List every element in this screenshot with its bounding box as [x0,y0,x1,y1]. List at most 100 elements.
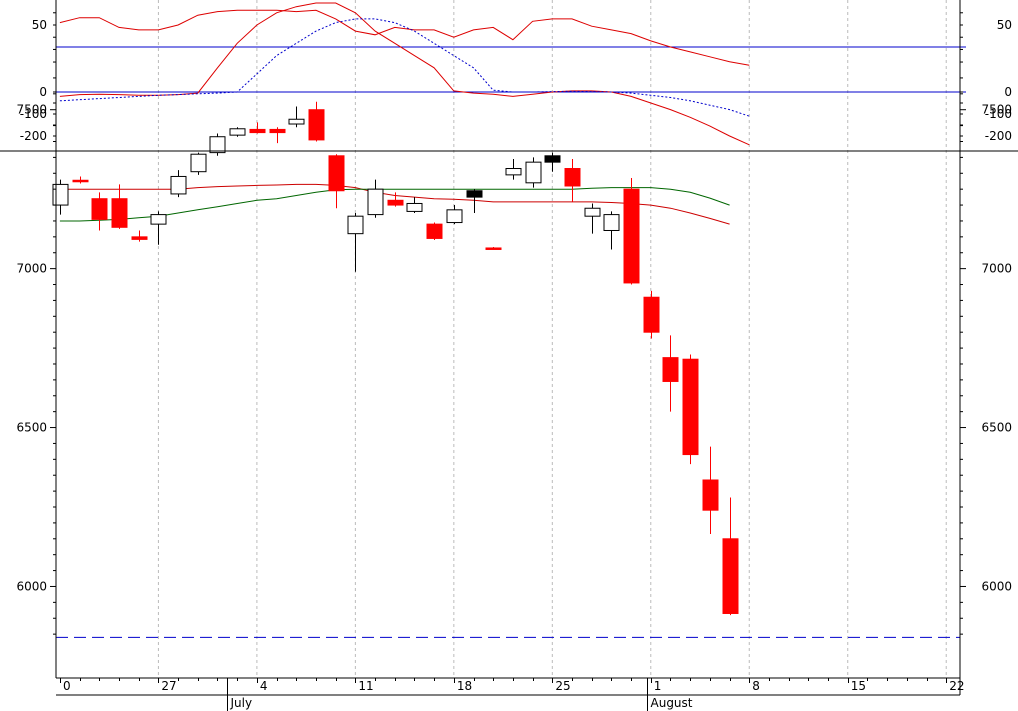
x-tick-label: 22 [949,679,964,693]
oscillator-panel [56,2,966,146]
candle-body [209,136,226,154]
x-tick-label: 0 [63,679,71,693]
candlestick [485,247,502,250]
candle-body [387,199,404,206]
candlestick [426,222,443,241]
candle-body [702,479,719,511]
oscillator-series-line [59,2,750,146]
candle-body [466,190,483,198]
candle-body [52,183,69,206]
candlestick [170,170,187,198]
candlestick [131,230,148,242]
candlestick [603,211,620,250]
candle-body [328,155,345,192]
candlestick [406,197,423,214]
candlestick [91,192,108,231]
candlestick [52,179,69,215]
candle-body [229,128,246,136]
candle-body [190,153,207,173]
y-tick-label-left: 7000 [16,262,47,276]
y-tick-label-right: 6000 [981,579,1012,593]
candlestick [643,290,660,339]
candle-body [603,214,620,231]
candle-body [367,188,384,216]
osc-tick-label-left: 0 [39,85,47,99]
candlestick [249,122,266,134]
candlestick [682,354,699,465]
osc-tick-label-right: -200 [985,129,1012,143]
candlestick [662,335,679,412]
candle-body [623,188,640,284]
candle-body [505,168,522,176]
y-tick-label-right: 7500 [981,103,1012,117]
candle-body [662,357,679,382]
candlestick [387,192,404,207]
candle-body [111,198,128,228]
oscillator-series-line [59,18,750,117]
candlestick [111,184,128,229]
candlestick [150,211,167,245]
candle-body [91,198,108,220]
candlestick [623,178,640,285]
candlestick [229,127,246,137]
oscillator-series-line [59,9,750,66]
osc-tick-label-right: 50 [997,18,1012,32]
candle-body [131,236,148,240]
candlestick [505,158,522,180]
candle-body [406,202,423,212]
y-tick-label-right: 6500 [981,421,1012,435]
candle-body [288,118,305,125]
candle-body [525,161,542,184]
candlestick [367,179,384,218]
candle-body [643,296,660,333]
grid-lines [157,0,947,678]
candlestick [269,127,286,144]
candle-body [150,214,167,225]
osc-tick-label-right: -100 [985,107,1012,121]
candlestick [308,101,325,142]
candlestick [190,152,207,175]
x-tick-label: 1 [654,679,662,693]
x-tick-label: 25 [555,679,570,693]
candlestick [584,203,601,234]
candlestick [72,176,89,184]
x-tick-label: 15 [851,679,866,693]
candlestick [722,497,739,616]
candle-body [584,207,601,217]
candlestick [446,205,463,225]
y-tick-label-left: 7500 [16,103,47,117]
price-panel [52,101,960,638]
candle-body [170,175,187,195]
candlestick [702,446,719,535]
candlestick [564,158,581,202]
axis-labels: 6000 6000 6500 6500 7000 7000 7500 7500 50 50 0 0 -1… [16,18,1012,710]
osc-tick-label-left: -200 [20,129,47,143]
month-label: August [651,696,693,710]
candle-body [426,223,443,239]
candle-body [249,128,266,134]
candlestick [209,133,226,156]
y-tick-label-left: 6000 [16,579,47,593]
candle-body [446,209,463,224]
candle-body [485,247,502,250]
osc-tick-label-left: -100 [20,107,47,121]
candle-body [682,358,699,456]
x-tick-label: 4 [260,679,268,693]
x-tick-label: 18 [457,679,472,693]
osc-tick-label-right: 0 [1004,85,1012,99]
candle-body [308,109,325,141]
x-tick-label: 8 [752,679,760,693]
candle-body [347,215,364,235]
candlestick [328,154,345,209]
osc-tick-label-left: 50 [32,18,47,32]
candlestick [466,189,483,214]
candle-body [722,538,739,614]
y-tick-label-right: 7000 [981,262,1012,276]
month-label: July [230,696,253,710]
y-tick-label-left: 6500 [16,421,47,435]
x-tick-label: 27 [161,679,176,693]
x-tick-label: 11 [358,679,373,693]
candle-body [564,168,581,187]
